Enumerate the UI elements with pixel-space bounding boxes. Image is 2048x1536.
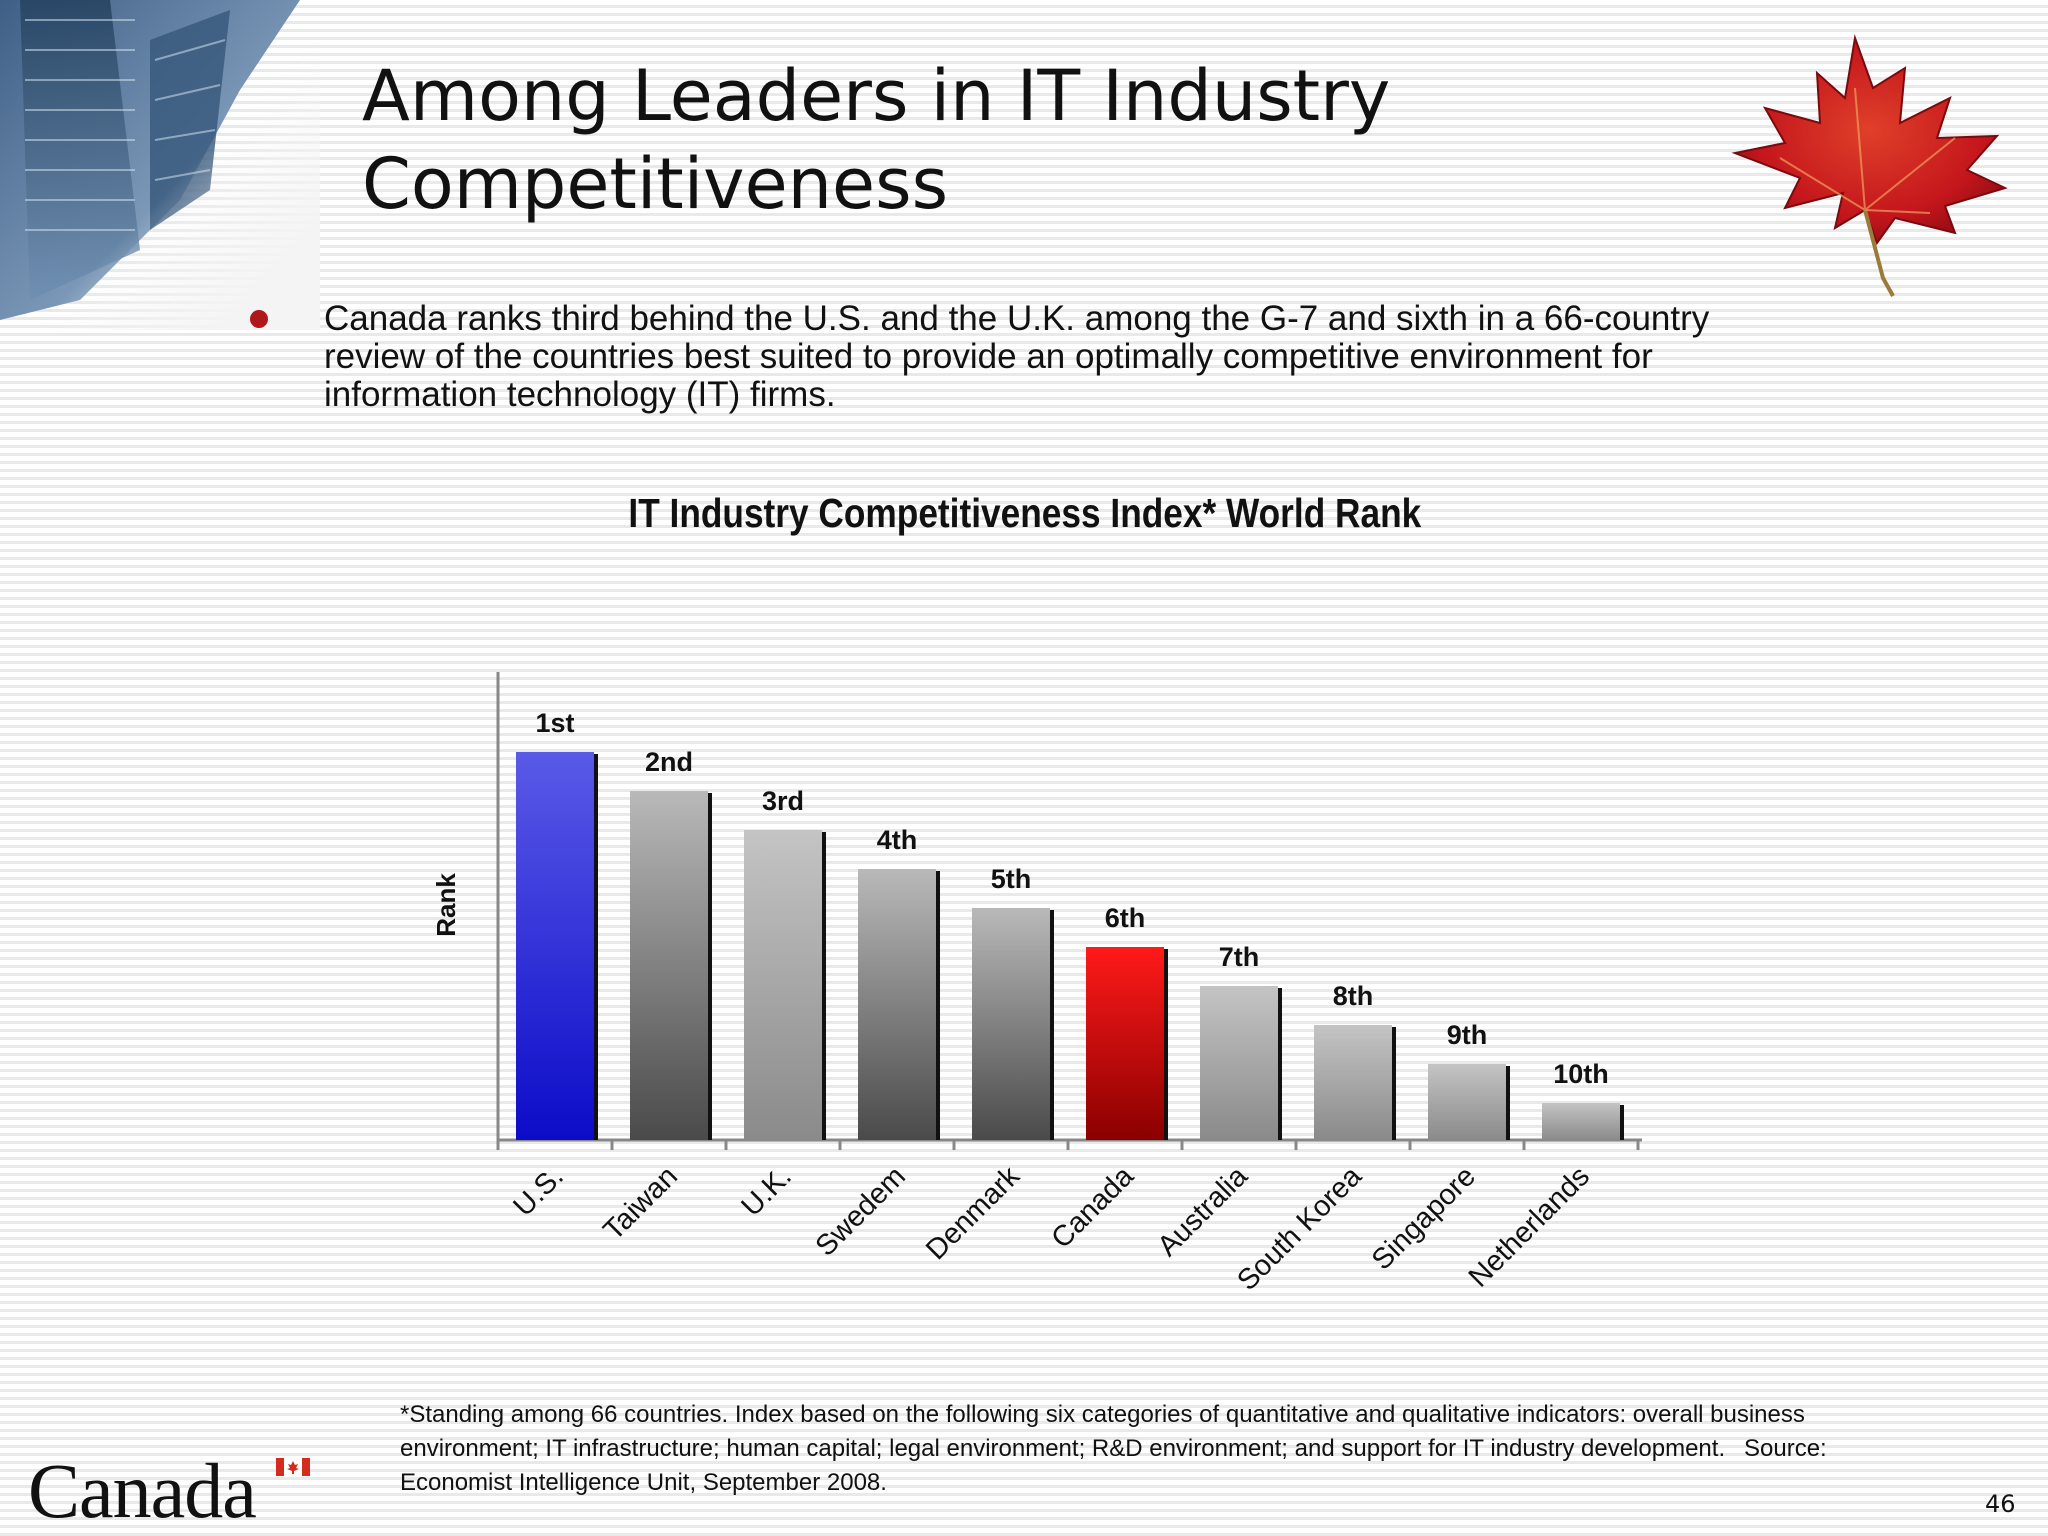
data-label: 6th (1105, 903, 1146, 933)
bar-swedem (858, 869, 936, 1140)
x-tick-label: Taiwan (597, 1160, 683, 1246)
slide-title-line-2: Competitiveness (362, 143, 949, 225)
data-label: 10th (1553, 1059, 1609, 1089)
footnote: *Standing among 66 countries. Index base… (400, 1398, 1840, 1500)
x-tick-label: U.S. (507, 1160, 570, 1223)
data-label: 5th (991, 864, 1032, 894)
slide-title: Among Leaders in IT Industry Competitive… (362, 52, 1612, 228)
canada-flag-icon (276, 1458, 310, 1476)
bar-singapore (1428, 1064, 1506, 1140)
data-label: 7th (1219, 942, 1260, 972)
bar-australia (1200, 986, 1278, 1140)
data-label: 3rd (762, 786, 804, 816)
y-axis-label: Rank (431, 873, 461, 937)
bar-taiwan (630, 791, 708, 1140)
x-tick-label: U.K. (735, 1160, 798, 1223)
footnote-line-1: *Standing among 66 countries. Index base… (400, 1401, 1805, 1428)
data-label: 1st (535, 708, 574, 738)
data-label: 2nd (645, 747, 693, 777)
footnote-line-3: Economist Intelligence Unit, September 2… (400, 1469, 887, 1496)
canada-wordmark-text: Canada (28, 1447, 257, 1534)
x-tick-label: Australia (1152, 1160, 1255, 1263)
data-label: 8th (1333, 981, 1374, 1011)
page-number: 46 (1985, 1490, 2016, 1518)
bar-canada (1086, 947, 1164, 1140)
x-tick-label: Denmark (920, 1160, 1026, 1266)
footnote-line-2: environment; IT infrastructure; human ca… (400, 1435, 1726, 1462)
bar-u-k (744, 830, 822, 1140)
bar-u-s (516, 752, 594, 1140)
x-tick-label: Netherlands (1463, 1160, 1596, 1293)
x-tick-label: South Korea (1231, 1160, 1368, 1297)
bar-netherlands (1542, 1103, 1620, 1140)
x-tick-label: Swedem (810, 1160, 912, 1262)
maple-leaf-icon (1731, 34, 2008, 297)
bullet-icon (250, 310, 268, 328)
x-tick-label: Singapore (1366, 1160, 1482, 1276)
footnote-source-label: Source: (1744, 1435, 1827, 1462)
bar-denmark (972, 908, 1050, 1140)
data-label: 4th (877, 825, 918, 855)
bullet-text: Canada ranks third behind the U.S. and t… (324, 299, 1710, 414)
data-label: 9th (1447, 1020, 1488, 1050)
slide-title-line-1: Among Leaders in IT Industry (362, 55, 1391, 137)
chart-title: IT Industry Competitiveness Index* World… (628, 490, 1422, 536)
bar-south-korea (1314, 1025, 1392, 1140)
canada-wordmark-logo: Canada (28, 1447, 310, 1534)
x-tick-label: Canada (1045, 1160, 1140, 1255)
building-photo-image (0, 0, 320, 330)
